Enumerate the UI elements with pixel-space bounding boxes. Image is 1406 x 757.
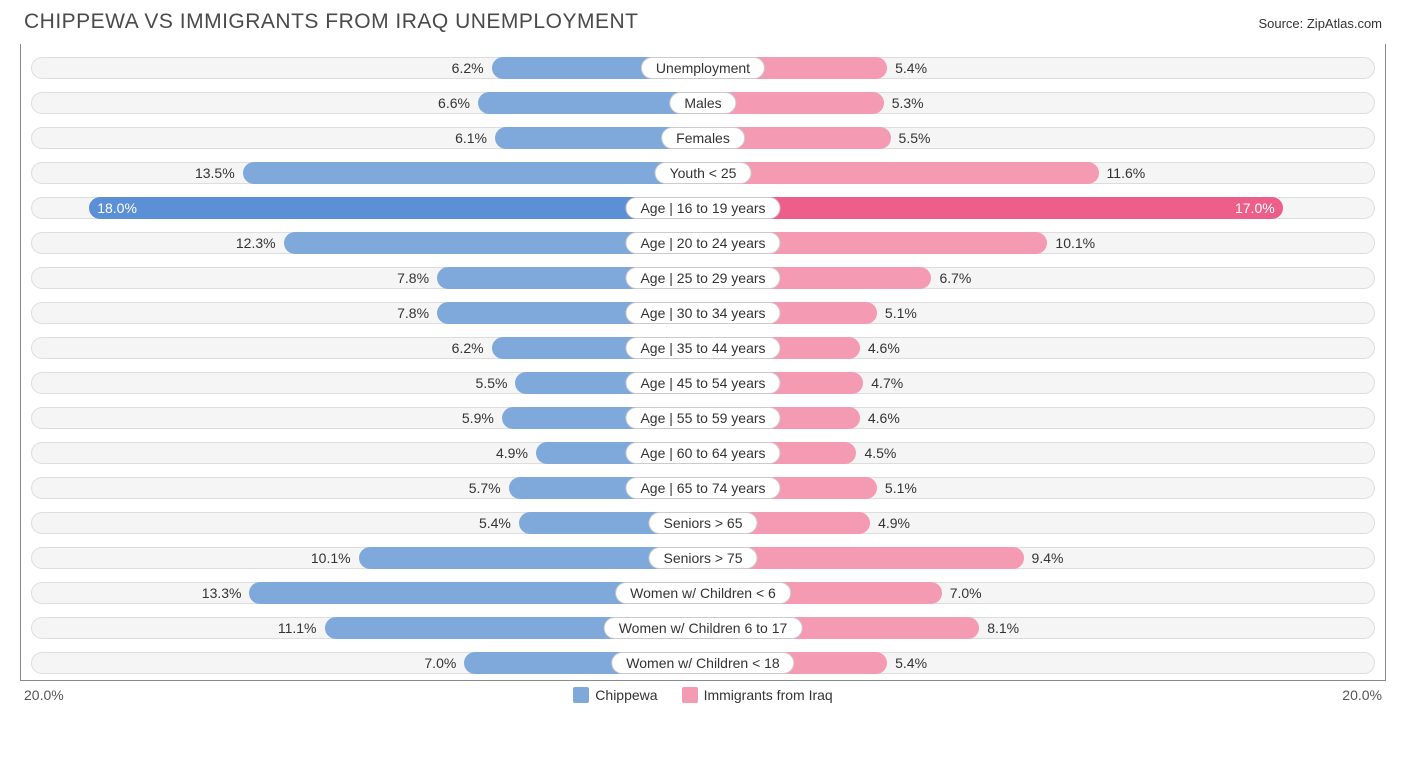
bar-left: 18.0% <box>89 197 703 219</box>
chart-row: 18.0% 17.0% Age | 16 to 19 years <box>21 190 1385 225</box>
chart-title: CHIPPEWA VS IMMIGRANTS FROM IRAQ UNEMPLO… <box>24 10 638 34</box>
category-label: Women w/ Children < 6 <box>615 582 791 604</box>
value-label-left: 13.5% <box>195 165 243 181</box>
legend-label-left: Chippewa <box>595 687 657 703</box>
value-label-right: 5.4% <box>887 655 927 671</box>
chart-row: 5.9% 4.6% Age | 55 to 59 years <box>21 400 1385 435</box>
chart-row: 7.8% 6.7% Age | 25 to 29 years <box>21 260 1385 295</box>
value-label-left: 5.9% <box>462 410 502 426</box>
value-label-right: 4.7% <box>863 375 903 391</box>
value-label-right: 4.9% <box>870 515 910 531</box>
value-label-left: 7.0% <box>424 655 464 671</box>
value-label-right: 6.7% <box>931 270 971 286</box>
category-label: Age | 30 to 34 years <box>625 302 780 324</box>
chart-row: 6.2% 4.6% Age | 35 to 44 years <box>21 330 1385 365</box>
value-label-left: 4.9% <box>496 445 536 461</box>
value-label-left: 5.4% <box>479 515 519 531</box>
value-label-right: 9.4% <box>1024 550 1064 566</box>
value-label-right: 5.4% <box>887 60 927 76</box>
category-label: Unemployment <box>641 57 765 79</box>
value-label-right: 5.5% <box>891 130 931 146</box>
legend-label-right: Immigrants from Iraq <box>704 687 833 703</box>
category-label: Age | 20 to 24 years <box>625 232 780 254</box>
value-label-right: 10.1% <box>1047 235 1095 251</box>
value-label-left: 12.3% <box>236 235 284 251</box>
axis-max-left: 20.0% <box>24 687 64 703</box>
legend-item-left: Chippewa <box>573 687 657 703</box>
category-label: Seniors > 65 <box>649 512 758 534</box>
chart-row: 5.5% 4.7% Age | 45 to 54 years <box>21 365 1385 400</box>
category-label: Age | 35 to 44 years <box>625 337 780 359</box>
category-label: Age | 65 to 74 years <box>625 477 780 499</box>
value-label-left: 7.8% <box>397 305 437 321</box>
category-label: Age | 45 to 54 years <box>625 372 780 394</box>
value-label-right: 11.6% <box>1099 165 1146 181</box>
chart-row: 5.4% 4.9% Seniors > 65 <box>21 505 1385 540</box>
value-label-right: 4.6% <box>860 340 900 356</box>
legend-item-right: Immigrants from Iraq <box>682 687 833 703</box>
category-label: Youth < 25 <box>655 162 752 184</box>
value-label-right: 7.0% <box>942 585 982 601</box>
legend-swatch-left <box>573 687 589 703</box>
category-label: Females <box>661 127 745 149</box>
value-label-left: 6.2% <box>452 340 492 356</box>
chart-row: 13.5%11.6%Youth < 25 <box>21 155 1385 190</box>
value-label-right: 5.1% <box>877 480 917 496</box>
value-label-left: 13.3% <box>202 585 250 601</box>
chart-row: 5.7% 5.1% Age | 65 to 74 years <box>21 470 1385 505</box>
value-label-right: 4.6% <box>860 410 900 426</box>
value-label-left: 6.2% <box>452 60 492 76</box>
bar-right: 17.0% <box>703 197 1283 219</box>
category-label: Seniors > 75 <box>649 547 758 569</box>
legend-swatch-right <box>682 687 698 703</box>
category-label: Age | 25 to 29 years <box>625 267 780 289</box>
axis-max-right: 20.0% <box>1342 687 1382 703</box>
value-label-right: 4.5% <box>856 445 896 461</box>
chart-row: 6.2% 5.4% Unemployment <box>21 50 1385 85</box>
value-label-right: 8.1% <box>979 620 1019 636</box>
chart-row: 11.1% 8.1% Women w/ Children 6 to 17 <box>21 610 1385 645</box>
chart-row: 6.6% 5.3% Males <box>21 85 1385 120</box>
legend: Chippewa Immigrants from Iraq <box>573 687 832 703</box>
value-label-right: 5.3% <box>884 95 924 111</box>
butterfly-chart: 6.2% 5.4% Unemployment 6.6% 5.3% Males 6.1% 5.5… <box>20 44 1386 681</box>
chart-row: 6.1% 5.5% Females <box>21 120 1385 155</box>
category-label: Males <box>669 92 736 114</box>
chart-row: 4.9% 4.5% Age | 60 to 64 years <box>21 435 1385 470</box>
bar-left: 13.5% <box>243 162 703 184</box>
category-label: Age | 60 to 64 years <box>625 442 780 464</box>
value-label-right: 17.0% <box>1235 200 1275 216</box>
category-label: Women w/ Children < 18 <box>611 652 794 674</box>
value-label-left: 5.7% <box>469 480 509 496</box>
value-label-left: 18.0% <box>97 200 137 216</box>
bar-right: 11.6% <box>703 162 1099 184</box>
value-label-left: 7.8% <box>397 270 437 286</box>
value-label-left: 6.6% <box>438 95 478 111</box>
chart-row: 7.8% 5.1% Age | 30 to 34 years <box>21 295 1385 330</box>
chart-row: 13.3% 7.0% Women w/ Children < 6 <box>21 575 1385 610</box>
category-label: Age | 55 to 59 years <box>625 407 780 429</box>
value-label-left: 11.1% <box>278 620 325 636</box>
value-label-right: 5.1% <box>877 305 917 321</box>
chart-row: 7.0% 5.4% Women w/ Children < 18 <box>21 645 1385 680</box>
category-label: Women w/ Children 6 to 17 <box>604 617 803 639</box>
chart-row: 12.3% 10.1% Age | 20 to 24 years <box>21 225 1385 260</box>
chart-row: 10.1% 9.4% Seniors > 75 <box>21 540 1385 575</box>
value-label-left: 6.1% <box>455 130 495 146</box>
value-label-left: 10.1% <box>311 550 359 566</box>
category-label: Age | 16 to 19 years <box>625 197 780 219</box>
source-attribution: Source: ZipAtlas.com <box>1258 16 1382 31</box>
value-label-left: 5.5% <box>476 375 516 391</box>
